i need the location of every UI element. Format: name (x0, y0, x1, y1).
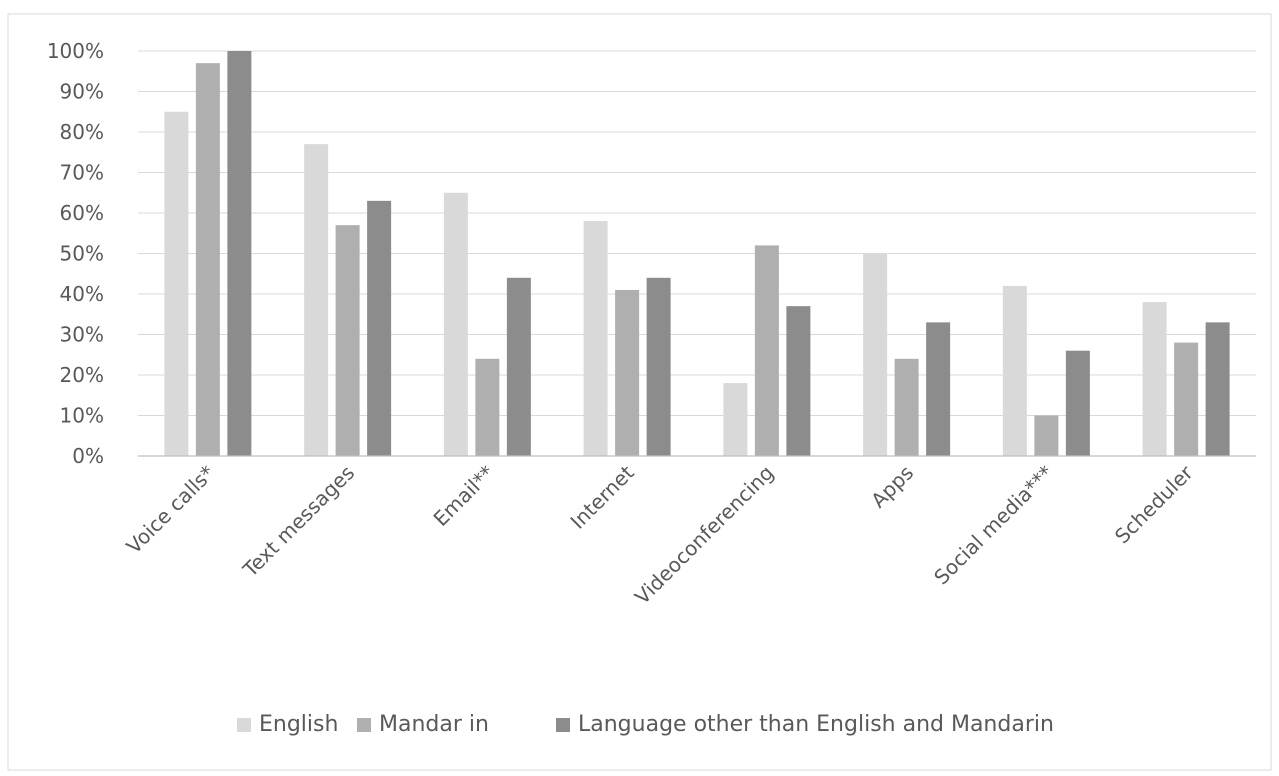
bar-mandar-in-6 (1034, 415, 1059, 456)
bar-language-other-than-english-and-mandarin-2 (506, 277, 531, 456)
category-label: Text messages (237, 461, 359, 583)
bar-english-7 (1142, 302, 1167, 456)
y-tick-label: 30% (60, 323, 104, 347)
bar-english-2 (443, 192, 468, 456)
bar-language-other-than-english-and-mandarin-3 (646, 277, 671, 456)
legend-label: Language other than English and Mandarin (578, 712, 1054, 737)
legend: English Mandar in Language other than Engl… (237, 712, 1054, 737)
category-label: Social media*** (929, 461, 1058, 590)
legend-label: English (259, 712, 338, 737)
bar-mandar-in-2 (475, 358, 500, 456)
bar-language-other-than-english-and-mandarin-4 (786, 306, 811, 456)
y-tick-label: 90% (60, 80, 104, 104)
bar-english-4 (723, 383, 748, 456)
legend-swatch (357, 718, 371, 732)
bar-mandar-in-5 (894, 358, 919, 456)
category-label: Voice calls* (122, 461, 220, 559)
legend-item: English (237, 712, 338, 737)
chart-border (7, 13, 1272, 771)
bar-english-0 (164, 111, 189, 456)
y-tick-label: 20% (60, 363, 104, 387)
bar-mandar-in-1 (335, 225, 360, 456)
bar-mandar-in-0 (195, 63, 220, 457)
bar-mandar-in-7 (1174, 342, 1199, 456)
y-tick-label: 80% (60, 120, 104, 144)
bar-language-other-than-english-and-mandarin-6 (1065, 350, 1090, 456)
category-label: Scheduler (1110, 460, 1198, 548)
bar-english-5 (863, 253, 888, 456)
category-label: Videoconferencing (630, 461, 778, 609)
bar-language-other-than-english-and-mandarin-5 (926, 322, 951, 456)
bar-language-other-than-english-and-mandarin-1 (367, 200, 392, 456)
y-tick-label: 70% (60, 161, 104, 185)
bars (164, 51, 1230, 457)
y-axis-ticks: 0% 10% 20% 30% 40% 50% 60% 70% 80% 90% 100% (47, 39, 104, 468)
bar-mandar-in-4 (754, 245, 779, 456)
category-label: Apps (866, 461, 918, 513)
legend-item: Mandar in (357, 712, 489, 737)
bar-language-other-than-english-and-mandarin-7 (1205, 322, 1230, 456)
bar-english-6 (1002, 285, 1027, 456)
category-label: Email** (429, 461, 499, 531)
category-label: Internet (566, 460, 639, 533)
legend-swatch (237, 718, 251, 732)
y-tick-label: 0% (72, 444, 104, 468)
legend-swatch (556, 718, 570, 732)
bar-mandar-in-3 (615, 289, 640, 456)
y-tick-label: 40% (60, 282, 104, 306)
bar-english-1 (304, 144, 329, 456)
legend-label: Mandar in (379, 712, 489, 737)
legend-item: Language other than English and Mandarin (556, 712, 1054, 737)
bar-english-3 (583, 221, 608, 456)
y-tick-label: 50% (60, 242, 104, 266)
y-tick-label: 60% (60, 201, 104, 225)
category-labels: Voice calls* Text messages Email** Internet… (122, 460, 1199, 609)
bar-language-other-than-english-and-mandarin-0 (227, 51, 252, 456)
y-tick-label: 100% (47, 39, 104, 63)
y-tick-label: 10% (60, 404, 104, 428)
